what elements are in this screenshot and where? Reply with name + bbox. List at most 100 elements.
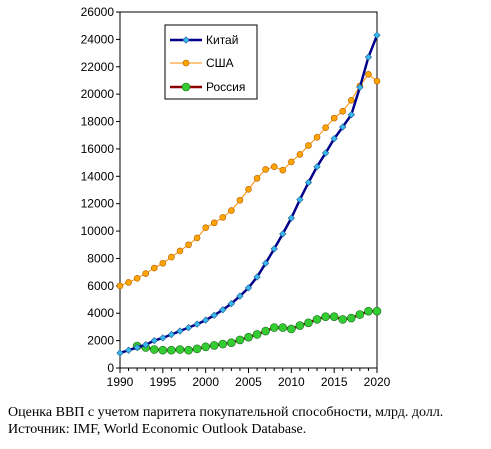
data-point: [158, 345, 168, 355]
data-point: [167, 330, 176, 339]
data-point: [149, 345, 159, 354]
data-point: [228, 207, 235, 214]
data-point: [245, 186, 252, 193]
data-point: [269, 323, 279, 332]
x-tick-label: 1995: [149, 375, 176, 389]
data-point: [185, 241, 192, 249]
data-point: [330, 114, 338, 122]
y-tick-label: 14000: [81, 169, 115, 183]
data-point: [244, 284, 253, 292]
series-line: [119, 73, 378, 287]
data-point: [347, 97, 355, 104]
data-point: [193, 234, 201, 242]
data-point: [338, 315, 348, 324]
data-point: [210, 311, 218, 319]
data-point: [296, 151, 304, 158]
legend-marker: [182, 59, 190, 67]
data-point: [313, 133, 321, 141]
series-layer: [116, 31, 382, 357]
series-1: [116, 71, 381, 290]
x-tick-label: 2015: [321, 375, 348, 389]
data-point: [227, 338, 236, 347]
legend-label: Россия: [206, 80, 245, 94]
data-point: [270, 163, 278, 171]
data-point: [184, 345, 193, 355]
y-axis: 0 2000 4000 6000 8000 10000 12000 14000 16000 180…: [81, 5, 120, 375]
data-point: [287, 214, 295, 222]
data-point: [210, 219, 218, 227]
data-point: [313, 163, 321, 171]
data-point: [304, 318, 313, 328]
data-point: [150, 336, 158, 345]
data-point: [253, 175, 261, 182]
data-point: [219, 214, 227, 221]
data-point: [142, 270, 149, 277]
caption-title: Оценка ВВП с учетом паритета покупательн…: [8, 405, 444, 420]
data-point: [168, 253, 175, 261]
data-point: [270, 245, 278, 253]
legend-item: Китай: [170, 33, 238, 47]
x-tick-label: 2005: [235, 375, 262, 389]
data-point: [312, 315, 322, 324]
data-point: [279, 230, 287, 238]
data-point: [192, 344, 202, 354]
data-point: [278, 323, 288, 332]
legend-label: Китай: [206, 33, 238, 47]
data-point: [184, 323, 193, 332]
data-point: [346, 313, 356, 323]
data-point: [253, 273, 261, 281]
data-point: [201, 342, 210, 352]
data-point: [347, 111, 355, 119]
x-tick-label: 2010: [278, 375, 305, 389]
data-point: [322, 124, 329, 131]
data-point: [288, 158, 295, 166]
data-point: [227, 300, 235, 308]
data-point: [304, 178, 313, 187]
data-point: [364, 53, 373, 61]
y-tick-label: 10000: [81, 224, 115, 238]
x-tick-label: 2000: [192, 375, 219, 389]
data-point: [236, 292, 244, 300]
y-tick-label: 6000: [87, 279, 114, 293]
caption-source: Источник: IMF, World Economic Outlook Da…: [8, 422, 307, 437]
data-point: [150, 264, 158, 272]
data-point: [235, 335, 245, 345]
data-point: [339, 107, 347, 115]
legend: Китай США Россия: [164, 24, 258, 100]
data-point: [279, 166, 287, 174]
data-point: [125, 279, 132, 286]
y-tick-label: 2000: [87, 334, 114, 348]
data-point: [202, 316, 210, 324]
y-tick-label: 22000: [81, 60, 115, 74]
data-point: [176, 327, 184, 335]
data-point: [209, 341, 219, 350]
data-point: [142, 341, 150, 349]
data-point: [262, 166, 269, 173]
chart: 0 2000 4000 6000 8000 10000 12000 14000 16000 180…: [81, 5, 391, 389]
legend-marker: [181, 82, 191, 92]
legend-label: США: [206, 56, 234, 70]
data-point: [116, 282, 124, 290]
data-point: [236, 196, 244, 204]
data-point: [373, 77, 381, 85]
data-point: [244, 332, 253, 342]
legend-item: США: [170, 56, 234, 70]
data-point: [339, 123, 347, 131]
data-point: [287, 324, 296, 334]
data-point: [365, 71, 372, 78]
y-tick-label: 0: [107, 361, 114, 375]
series-2: [132, 306, 382, 355]
data-point: [373, 31, 381, 39]
data-point: [355, 310, 365, 319]
y-tick-label: 12000: [81, 197, 115, 211]
data-point: [296, 195, 304, 204]
data-point: [116, 349, 124, 357]
data-point: [252, 330, 262, 339]
data-point: [321, 149, 330, 157]
data-point: [295, 321, 305, 330]
data-point: [364, 306, 373, 316]
legend-item: Россия: [170, 80, 245, 94]
y-tick-label: 20000: [81, 87, 115, 101]
data-point: [202, 224, 209, 231]
y-tick-label: 18000: [81, 115, 115, 129]
